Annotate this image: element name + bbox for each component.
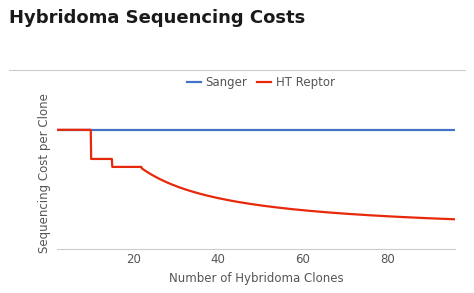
Sanger — [95, 128, 100, 132]
HT Reptor — [372, 214, 377, 217]
Y-axis label: Sequencing Cost per Clone: Sequencing Cost per Clone — [38, 93, 51, 253]
Line: HT Reptor: HT Reptor — [57, 130, 455, 219]
HT Reptor — [215, 196, 221, 200]
Text: Hybridoma Sequencing Costs: Hybridoma Sequencing Costs — [9, 9, 306, 27]
HT Reptor — [452, 217, 458, 221]
HT Reptor — [365, 213, 370, 217]
Sanger — [372, 128, 377, 132]
Sanger — [54, 128, 60, 132]
HT Reptor — [328, 211, 333, 214]
Sanger — [215, 128, 221, 132]
Sanger — [328, 128, 333, 132]
HT Reptor — [54, 128, 60, 132]
HT Reptor — [95, 157, 100, 161]
Sanger — [365, 128, 370, 132]
Sanger — [229, 128, 235, 132]
HT Reptor — [229, 199, 235, 203]
Legend: Sanger, HT Reptor: Sanger, HT Reptor — [187, 76, 335, 89]
Sanger — [452, 128, 458, 132]
X-axis label: Number of Hybridoma Clones: Number of Hybridoma Clones — [169, 272, 343, 285]
